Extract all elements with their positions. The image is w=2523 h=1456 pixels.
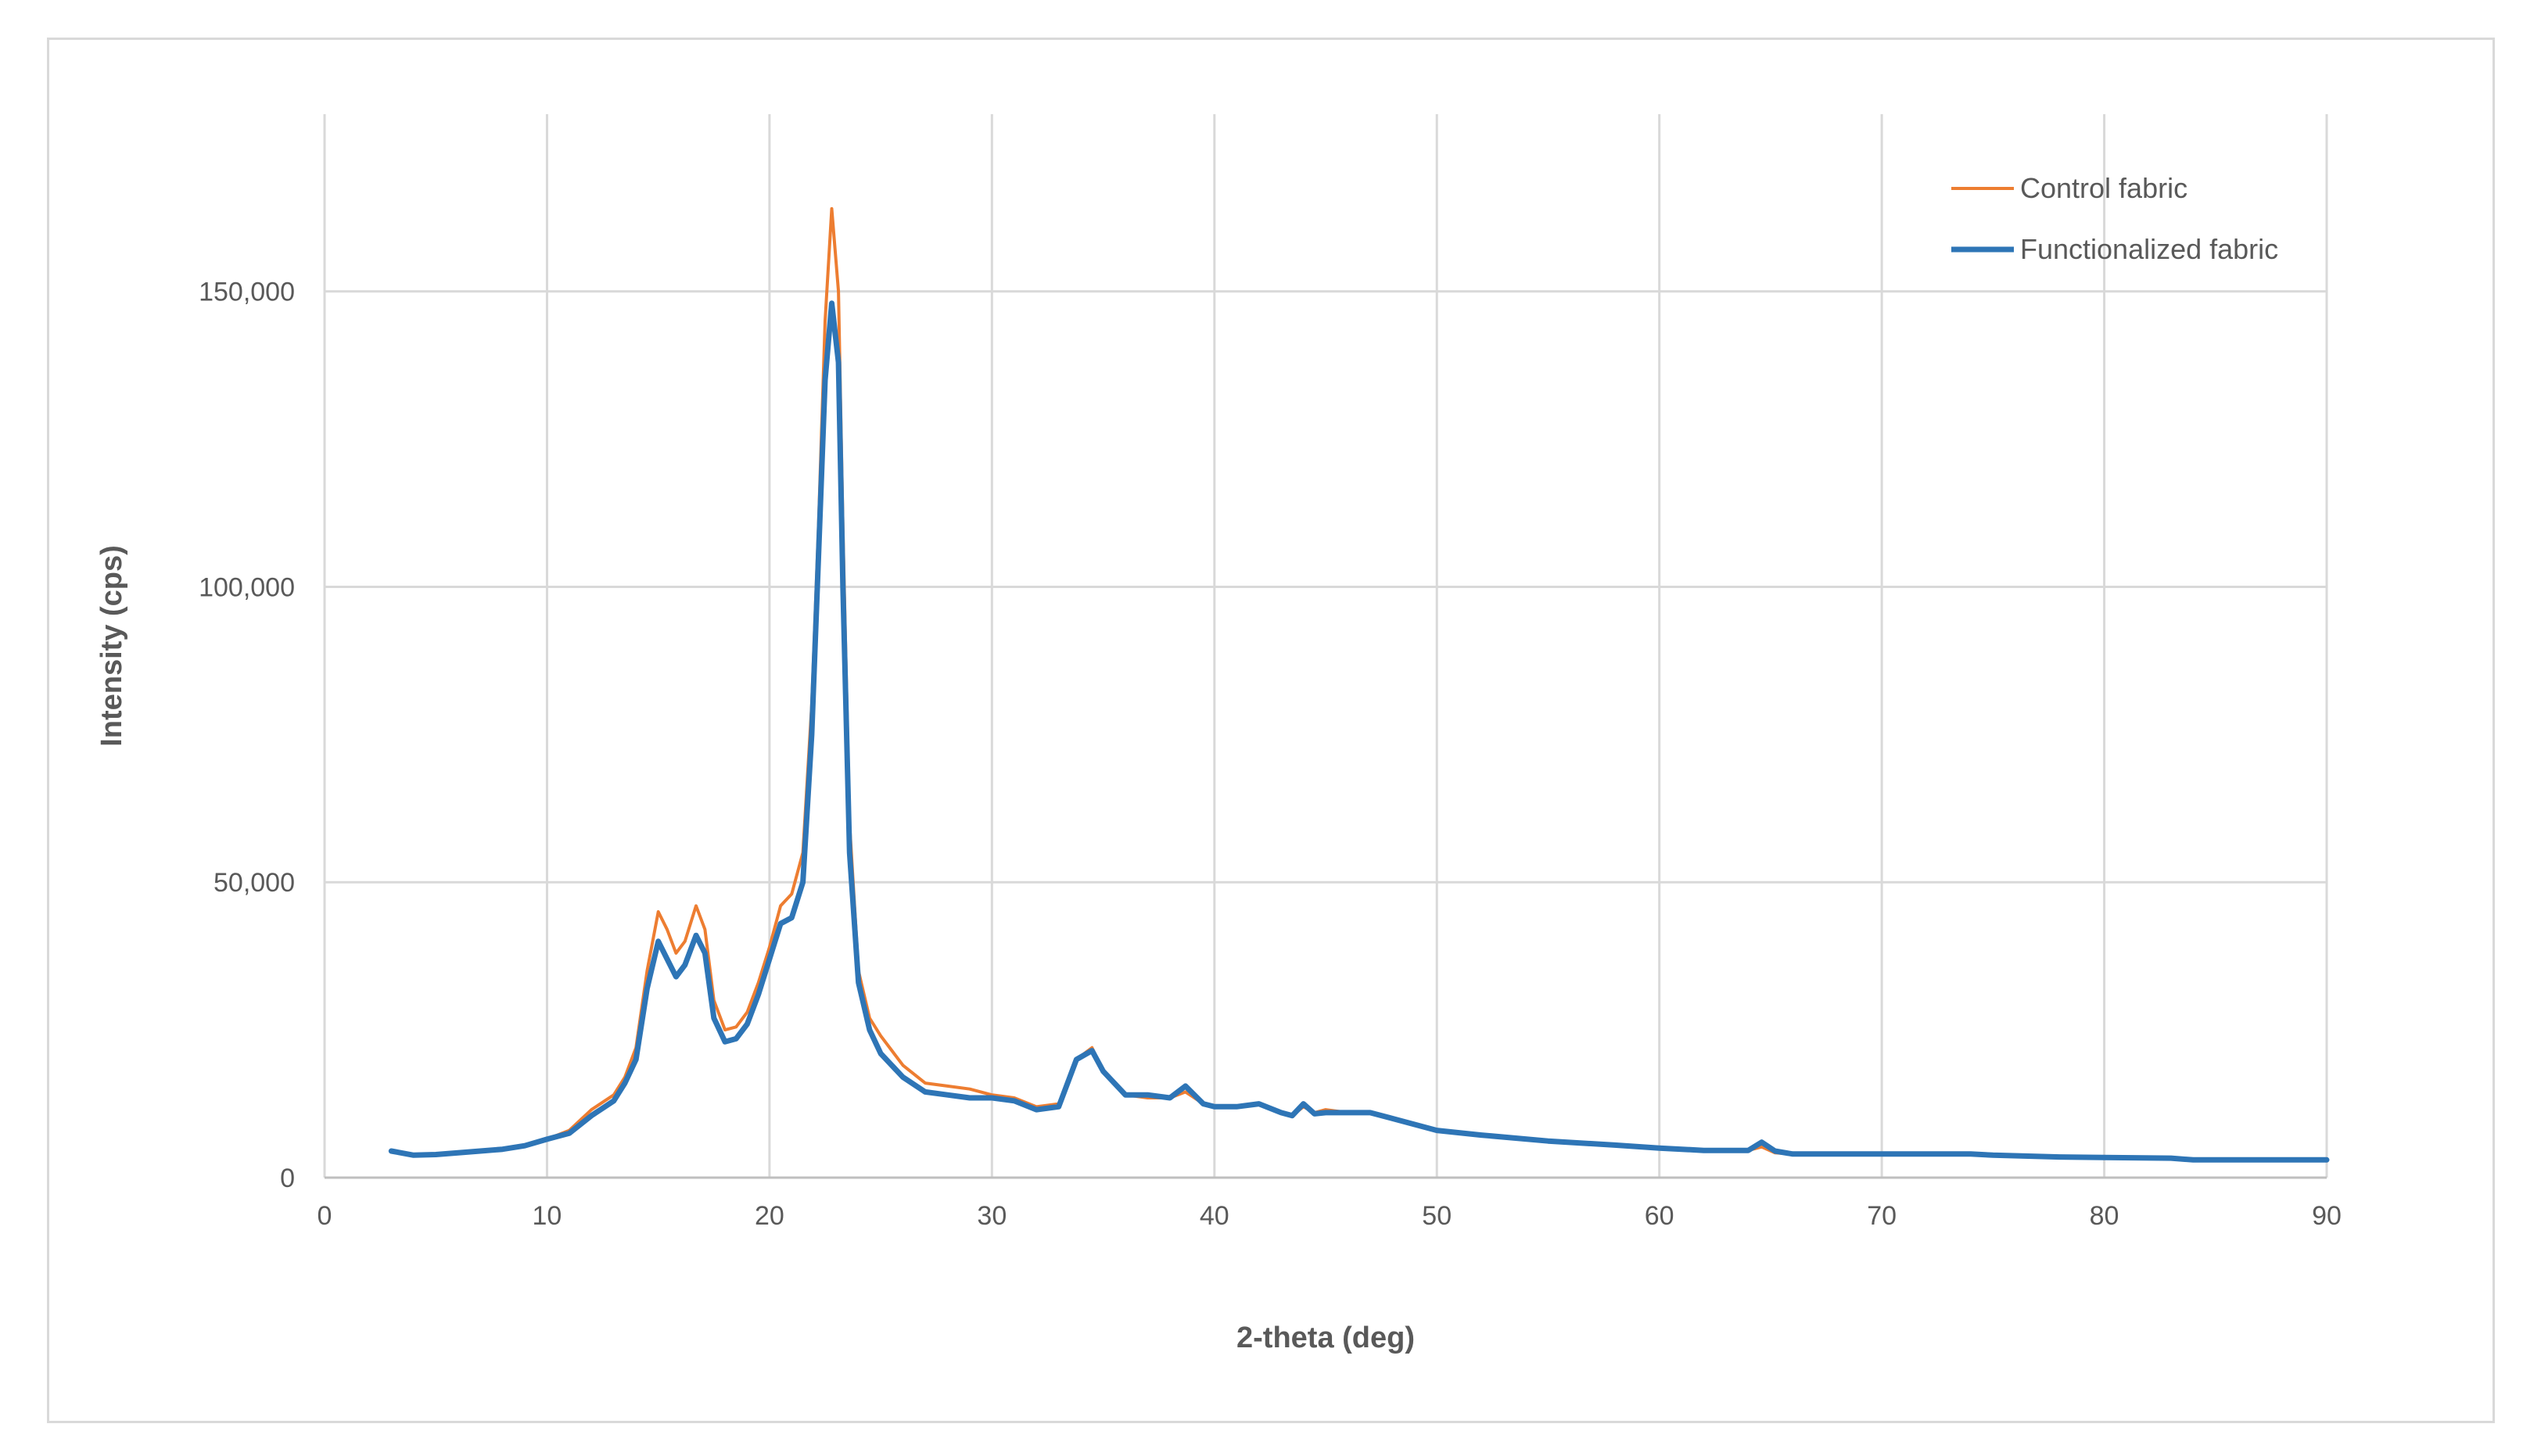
chart-frame: 0 10 20 30 40 50 60 70 80 90 0 50,000 100,000 150,00… xyxy=(47,38,2495,1423)
legend-label: Functionalized fabric xyxy=(2020,233,2278,265)
legend-entry: Functionalized fabric xyxy=(1951,233,2278,265)
y-axis-title: Intensity (cps) xyxy=(95,545,128,747)
y-tick-label: 0 xyxy=(280,1164,295,1193)
x-tick-label: 60 xyxy=(1645,1201,1674,1231)
y-tick-label: 100,000 xyxy=(199,572,295,602)
legend: Control fabric Functionalized fabric xyxy=(1951,172,2278,265)
chart-canvas: 0 10 20 30 40 50 60 70 80 90 0 50,000 100,000 150,00… xyxy=(95,114,2342,1354)
x-tick-label: 0 xyxy=(318,1201,332,1231)
x-tick-label: 70 xyxy=(1867,1201,1897,1231)
grid xyxy=(323,114,2328,1179)
y-tick-label: 150,000 xyxy=(199,278,295,307)
x-tick-label: 10 xyxy=(533,1201,562,1231)
legend-label: Control fabric xyxy=(2020,172,2187,204)
series-line-2 xyxy=(388,300,2330,1163)
x-tick-label: 30 xyxy=(977,1201,1007,1231)
x-tick-label: 80 xyxy=(2090,1201,2119,1231)
x-axis-title: 2-theta (deg) xyxy=(1236,1322,1415,1354)
y-tick-labels: 0 50,000 100,000 150,000 xyxy=(199,278,295,1193)
x-tick-label: 40 xyxy=(1200,1201,1229,1231)
x-tick-label: 90 xyxy=(2312,1201,2342,1231)
x-tick-label: 20 xyxy=(755,1201,784,1231)
series-line-1 xyxy=(389,206,2328,1162)
series-lines xyxy=(388,206,2330,1163)
x-tick-label: 50 xyxy=(1422,1201,1452,1231)
y-tick-label: 50,000 xyxy=(214,868,295,898)
x-tick-labels: 0 10 20 30 40 50 60 70 80 90 xyxy=(318,1201,2342,1231)
legend-entry: Control fabric xyxy=(1951,172,2187,204)
